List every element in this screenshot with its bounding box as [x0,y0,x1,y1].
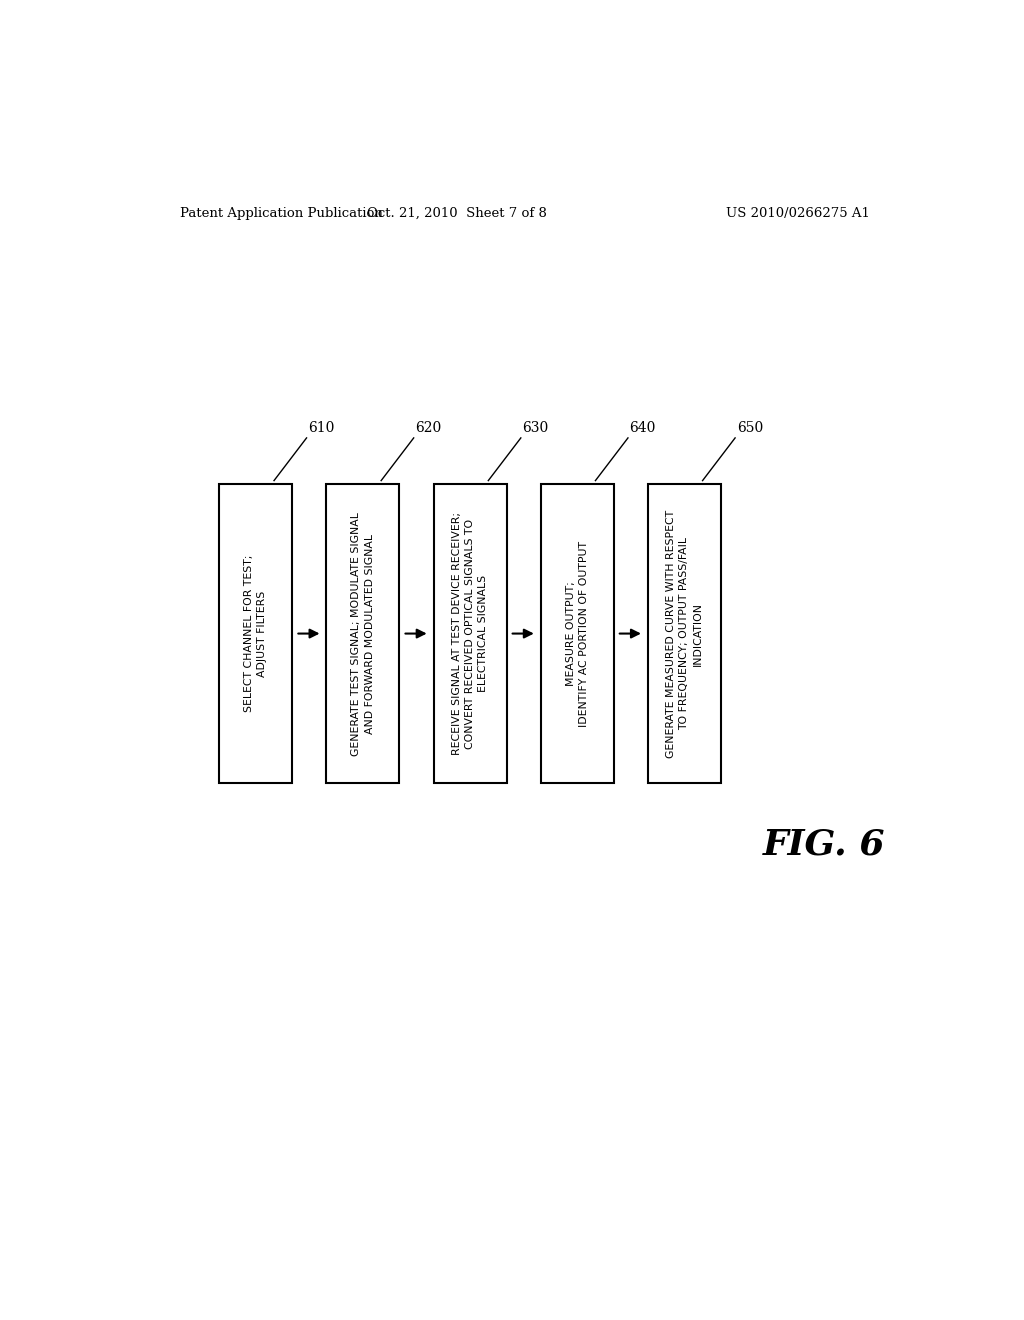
Text: 630: 630 [522,421,549,434]
Bar [433,483,507,784]
Text: GENERATE TEST SIGNAL; MODULATE SIGNAL
AND FORWARD MODULATED SIGNAL: GENERATE TEST SIGNAL; MODULATE SIGNAL AN… [351,512,375,755]
Text: US 2010/0266275 A1: US 2010/0266275 A1 [726,207,870,220]
Bar [219,483,292,784]
Bar [327,483,399,784]
Text: MEASURE OUTPUT;
IDENTIFY AC PORTION OF OUTPUT: MEASURE OUTPUT; IDENTIFY AC PORTION OF O… [565,541,589,726]
Text: 640: 640 [630,421,656,434]
Text: SELECT CHANNEL FOR TEST;
ADJUST FILTERS: SELECT CHANNEL FOR TEST; ADJUST FILTERS [244,554,267,713]
Text: RECEIVE SIGNAL AT TEST DEVICE RECEIVER;
CONVERT RECEIVED OPTICAL SIGNALS TO
ELEC: RECEIVE SIGNAL AT TEST DEVICE RECEIVER; … [452,512,488,755]
Bar [648,483,721,784]
Text: GENERATE MEASURED CURVE WITH RESPECT
TO FREQUENCY; OUTPUT PASS/FAIL
INDICATION: GENERATE MEASURED CURVE WITH RESPECT TO … [667,510,702,758]
Text: Oct. 21, 2010  Sheet 7 of 8: Oct. 21, 2010 Sheet 7 of 8 [368,207,547,220]
Bar [541,483,613,784]
Text: 620: 620 [416,421,441,434]
Text: 610: 610 [308,421,335,434]
Text: FIG. 6: FIG. 6 [763,828,886,862]
Text: 650: 650 [736,421,763,434]
Text: Patent Application Publication: Patent Application Publication [179,207,382,220]
